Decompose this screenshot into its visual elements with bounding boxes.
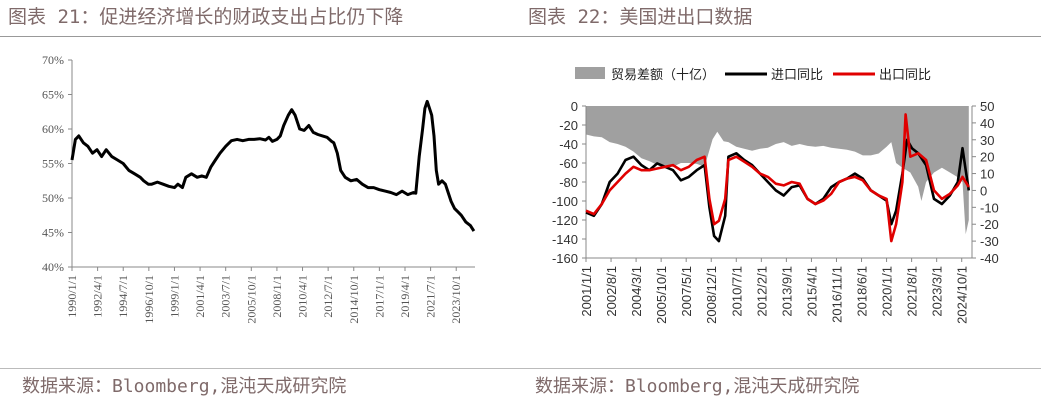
right-chart-title: 图表 22：美国进出口数据 xyxy=(528,6,753,28)
left-x-tick-label: 2005/10/1 xyxy=(244,275,258,324)
right-source-note: 数据来源：Bloomberg,混沌天成研究院 xyxy=(535,376,860,397)
right-x-tick-label: 2024/10/1 xyxy=(955,266,970,324)
left-y-tick-label: 60% xyxy=(42,122,64,136)
right-right-tick-label: -40 xyxy=(980,251,999,266)
left-x-tick-label: 2012/7/1 xyxy=(321,275,335,318)
right-right-tick-label: -10 xyxy=(980,200,999,215)
left-x-tick-label: 2023/10/1 xyxy=(449,275,463,324)
left-x-tick-label: 1990/1/1 xyxy=(65,275,79,318)
right-x-tick-label: 2023/3/1 xyxy=(930,266,945,317)
right-x-tick-label: 2016/11/1 xyxy=(829,266,844,323)
right-x-tick-label: 2018/6/1 xyxy=(855,266,870,317)
left-chart: 40% 45% 50% 55% 60% 65% 70% 1990/1/1 1992/4/1 199… xyxy=(42,53,476,324)
right-right-tick-label: -20 xyxy=(980,217,999,232)
right-left-tick-label: -120 xyxy=(552,213,578,228)
trade-balance-area xyxy=(586,106,969,235)
left-x-tick-label: 2019/4/1 xyxy=(398,275,412,318)
left-y-tick-label: 50% xyxy=(42,191,64,205)
left-chart-title: 图表 21：促进经济增长的财政支出占比仍下降 xyxy=(8,6,404,28)
right-right-tick-label: 10 xyxy=(980,167,994,182)
left-x-tick-label: 2008/1/1 xyxy=(270,275,284,318)
right-right-tick-label: 0 xyxy=(980,183,987,198)
left-x-tick-label: 2010/4/1 xyxy=(296,275,310,318)
right-right-tick-label: 40 xyxy=(980,116,994,131)
export-yoy-line xyxy=(585,113,970,243)
right-left-tick-label: 0 xyxy=(571,99,578,114)
legend-label: 出口同比 xyxy=(879,68,931,83)
left-x-tick-label: 1994/7/1 xyxy=(116,275,130,318)
right-x-tick-label: 2001/1/1 xyxy=(579,266,594,317)
right-x-tick-label: 2004/3/1 xyxy=(629,266,644,317)
right-left-tick-label: -80 xyxy=(559,175,578,190)
left-x-tick-label: 2003/7/1 xyxy=(219,275,233,318)
left-x-tick-label: 2001/4/1 xyxy=(193,275,207,318)
left-x-tick-label: 1992/4/1 xyxy=(91,275,105,318)
right-right-tick-label: 50 xyxy=(980,99,994,114)
right-x-tick-label: 2013/9/1 xyxy=(779,266,794,317)
left-y-tick-label: 65% xyxy=(42,88,64,102)
legend-label: 贸易差额（十亿） xyxy=(611,68,715,83)
left-x-tick-label: 1999/1/1 xyxy=(167,275,181,318)
right-x-tick-label: 2002/8/1 xyxy=(604,266,619,317)
right-right-tick-label: 20 xyxy=(980,150,994,165)
legend-label: 进口同比 xyxy=(771,68,823,83)
right-x-tick-label: 2021/8/1 xyxy=(905,266,920,317)
right-x-tick-label: 2020/1/1 xyxy=(880,266,895,317)
right-left-tick-label: -20 xyxy=(559,118,578,133)
right-chart: 0-20-40-60-80-100-120-140-16050403020100… xyxy=(552,67,999,324)
left-y-tick-label: 45% xyxy=(42,226,64,240)
left-source-note: 数据来源：Bloomberg,混沌天成研究院 xyxy=(22,376,347,397)
left-y-tick-label: 40% xyxy=(42,260,64,274)
left-x-tick-label: 2017/1/1 xyxy=(372,275,386,318)
right-right-tick-label: 30 xyxy=(980,133,994,148)
right-x-tick-label: 2010/7/1 xyxy=(729,266,744,317)
source-divider xyxy=(0,368,1041,369)
right-left-tick-label: -100 xyxy=(552,194,578,209)
legend-swatch-trade-balance xyxy=(575,67,605,79)
right-left-tick-label: -60 xyxy=(559,156,578,171)
left-series-line xyxy=(70,99,476,232)
right-x-tick-label: 2007/5/1 xyxy=(679,266,694,317)
left-y-tick-label: 70% xyxy=(42,53,64,67)
right-left-tick-label: -40 xyxy=(559,137,578,152)
right-right-tick-label: -30 xyxy=(980,234,999,249)
right-x-tick-label: 2005/10/1 xyxy=(654,266,669,324)
title-divider xyxy=(0,36,1041,37)
left-x-tick-label: 1996/10/1 xyxy=(142,275,156,324)
left-y-tick-label: 55% xyxy=(42,157,64,171)
left-x-tick-label: 2021/7/1 xyxy=(424,275,438,318)
right-x-tick-label: 2008/12/1 xyxy=(704,266,719,324)
left-x-tick-label: 2014/10/1 xyxy=(347,275,361,324)
right-left-tick-label: -160 xyxy=(552,251,578,266)
import-yoy-line xyxy=(585,138,971,243)
right-left-tick-label: -140 xyxy=(552,232,578,247)
right-x-tick-label: 2012/2/1 xyxy=(754,266,769,317)
right-x-tick-label: 2015/4/1 xyxy=(804,266,819,317)
